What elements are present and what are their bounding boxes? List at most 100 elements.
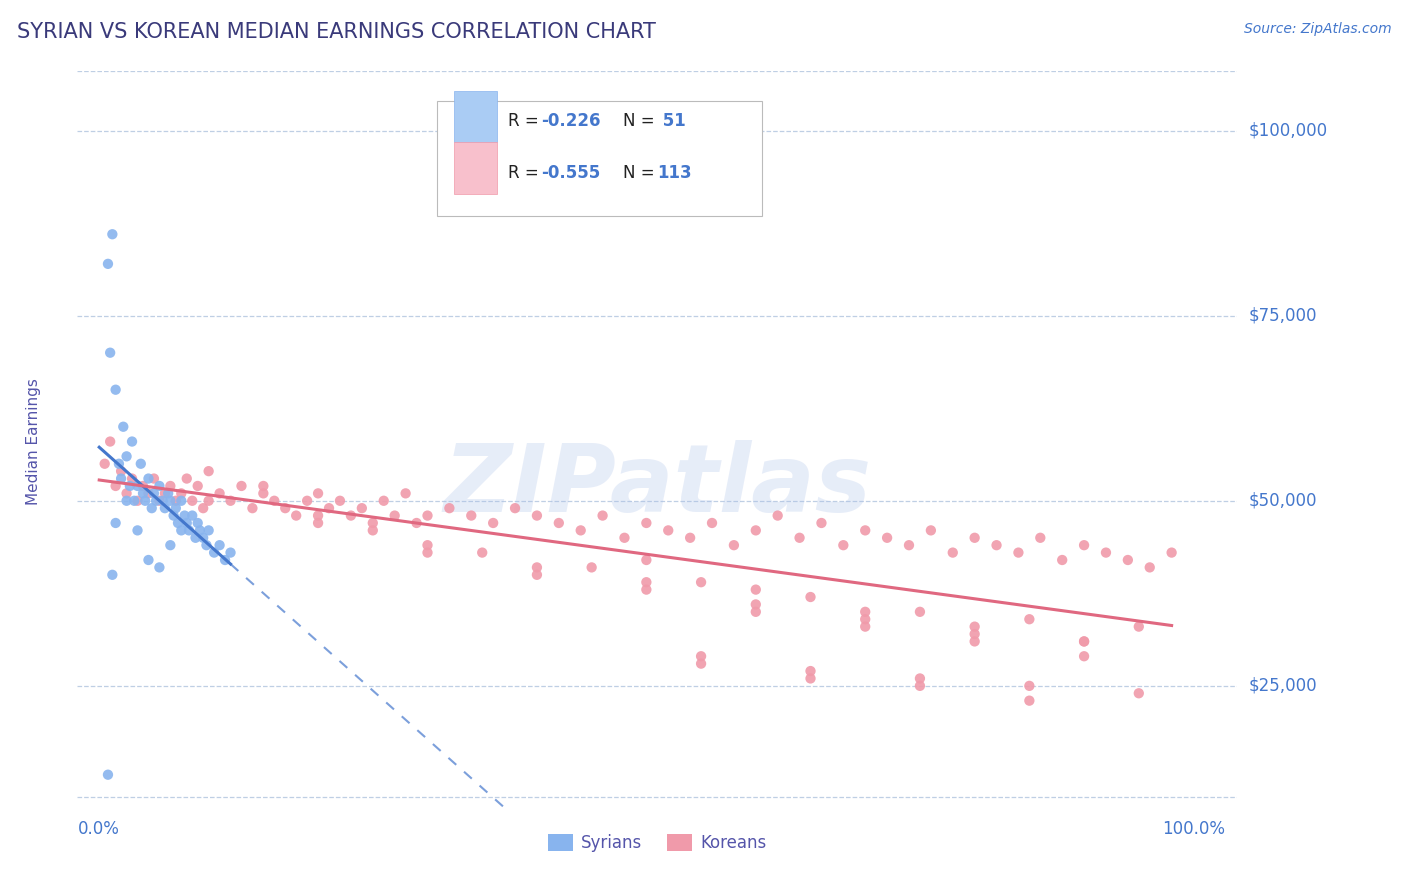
Point xyxy=(920,524,942,538)
Point xyxy=(307,508,329,523)
Point xyxy=(942,545,965,560)
Point xyxy=(197,493,219,508)
Point xyxy=(122,493,145,508)
Point xyxy=(853,524,876,538)
Point xyxy=(187,516,209,530)
Point xyxy=(503,501,526,516)
Point xyxy=(307,486,329,500)
Point xyxy=(350,501,373,516)
Point xyxy=(876,531,898,545)
Point xyxy=(569,524,592,538)
Point xyxy=(112,419,135,434)
Text: Median Earnings: Median Earnings xyxy=(25,378,41,505)
Point xyxy=(263,493,285,508)
Point xyxy=(690,575,713,590)
Point xyxy=(810,516,832,530)
Point xyxy=(853,612,876,626)
Point xyxy=(1050,553,1073,567)
Point xyxy=(108,457,131,471)
Text: 51: 51 xyxy=(658,112,686,130)
Point xyxy=(318,501,340,516)
Point xyxy=(129,457,152,471)
Point xyxy=(285,508,308,523)
Point xyxy=(416,538,439,552)
Point xyxy=(361,516,384,530)
Point xyxy=(176,471,198,485)
Point xyxy=(963,619,986,633)
Point xyxy=(157,486,180,500)
Point xyxy=(307,516,329,530)
Point xyxy=(165,501,187,516)
Point xyxy=(986,538,1008,552)
Point xyxy=(170,524,193,538)
Point xyxy=(329,493,352,508)
Point xyxy=(231,479,253,493)
Point xyxy=(110,464,132,478)
Point xyxy=(127,479,149,493)
Point xyxy=(592,508,614,523)
Point xyxy=(723,538,745,552)
Point xyxy=(121,471,143,485)
Point xyxy=(799,664,821,678)
Text: Source: ZipAtlas.com: Source: ZipAtlas.com xyxy=(1244,22,1392,37)
FancyBboxPatch shape xyxy=(437,101,762,216)
Point xyxy=(416,508,439,523)
Text: $25,000: $25,000 xyxy=(1249,677,1317,695)
Point xyxy=(214,553,236,567)
Point xyxy=(145,493,167,508)
Point xyxy=(170,486,193,500)
Point xyxy=(1160,545,1182,560)
Point xyxy=(361,524,384,538)
Point xyxy=(1128,686,1150,700)
Point xyxy=(101,227,124,242)
Point xyxy=(132,486,155,500)
Point xyxy=(104,479,127,493)
Point xyxy=(799,590,821,604)
Point xyxy=(195,538,218,552)
Point xyxy=(789,531,811,545)
Point xyxy=(832,538,855,552)
Point xyxy=(159,479,181,493)
Point xyxy=(176,516,198,530)
Text: N =: N = xyxy=(623,112,659,130)
Point xyxy=(799,672,821,686)
Point xyxy=(482,516,505,530)
Point xyxy=(101,567,124,582)
Point xyxy=(197,524,219,538)
Point xyxy=(526,567,548,582)
Point xyxy=(274,501,297,516)
Point xyxy=(134,493,156,508)
Point xyxy=(853,605,876,619)
Text: SYRIAN VS KOREAN MEDIAN EARNINGS CORRELATION CHART: SYRIAN VS KOREAN MEDIAN EARNINGS CORRELA… xyxy=(17,22,655,42)
Point xyxy=(636,582,658,597)
Point xyxy=(197,464,219,478)
Point xyxy=(340,508,363,523)
Point xyxy=(97,257,120,271)
Point xyxy=(526,508,548,523)
Point xyxy=(898,538,921,552)
Point xyxy=(138,553,160,567)
Point xyxy=(104,516,127,530)
Text: R =: R = xyxy=(508,164,544,182)
Point xyxy=(219,493,242,508)
Point xyxy=(679,531,702,545)
Point xyxy=(153,486,176,500)
Point xyxy=(165,493,187,508)
Point xyxy=(219,545,242,560)
Point xyxy=(1139,560,1161,574)
Point xyxy=(963,634,986,648)
Point xyxy=(526,560,548,574)
Point xyxy=(193,531,215,545)
Point xyxy=(118,479,141,493)
Point xyxy=(252,486,274,500)
Point xyxy=(181,508,204,523)
Point xyxy=(148,479,170,493)
FancyBboxPatch shape xyxy=(454,91,498,142)
Text: N =: N = xyxy=(623,164,659,182)
Point xyxy=(138,486,160,500)
Point xyxy=(963,531,986,545)
Point xyxy=(142,471,165,485)
Point xyxy=(416,545,439,560)
Point xyxy=(690,649,713,664)
Point xyxy=(908,605,931,619)
